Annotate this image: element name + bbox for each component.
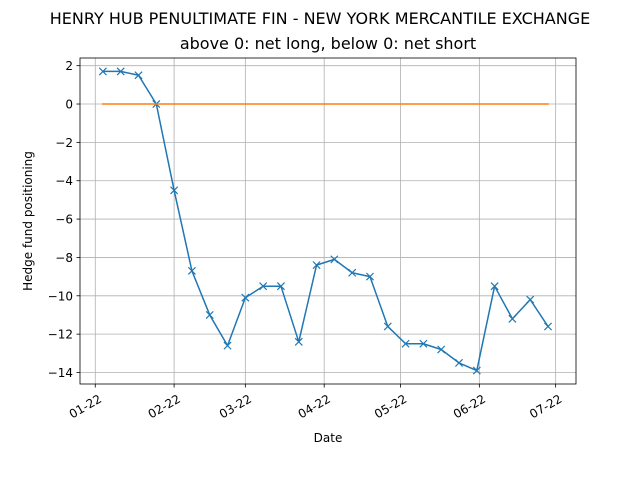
chart-title: HENRY HUB PENULTIMATE FIN - NEW YORK MER… <box>50 9 590 28</box>
data-point <box>134 71 143 80</box>
data-point <box>116 67 125 76</box>
data-point <box>383 322 392 331</box>
data-point <box>437 345 446 354</box>
data-point <box>543 322 553 331</box>
series-line-1 <box>102 70 550 372</box>
y-tick-label: −14 <box>48 366 73 380</box>
x-tick-label: 02-22 <box>146 392 183 422</box>
y-tick-label: −12 <box>48 328 73 342</box>
data-point <box>365 272 374 281</box>
data-point <box>508 314 517 323</box>
y-axis-label: Hedge fund positioning <box>21 151 35 291</box>
plot-frame <box>79 57 577 385</box>
x-tick-label: 04-22 <box>296 392 333 422</box>
data-point <box>472 366 481 375</box>
data-point <box>454 358 464 367</box>
data-point <box>348 268 357 277</box>
data-point <box>401 339 410 348</box>
data-point <box>259 282 268 291</box>
x-tick-label: 07-22 <box>527 392 564 422</box>
data-point <box>526 295 535 304</box>
data-point <box>312 261 321 270</box>
x-tick-label: 01-22 <box>67 392 104 422</box>
chart-subtitle: above 0: net long, below 0: net short <box>180 34 476 53</box>
data-point <box>98 67 107 76</box>
data-point <box>187 266 196 275</box>
data-point <box>223 341 232 350</box>
y-tick-label: −6 <box>55 213 73 227</box>
x-tick-label: 03-22 <box>217 392 254 422</box>
data-point <box>241 293 250 302</box>
data-point <box>276 282 285 291</box>
x-tick-label: 05-22 <box>372 392 409 422</box>
x-tick-label: 06-22 <box>451 392 488 422</box>
series-layer <box>98 67 553 375</box>
y-tick-label: 2 <box>65 59 73 73</box>
data-point <box>490 282 499 291</box>
x-axis-label: Date <box>314 431 343 445</box>
y-tick-label: −8 <box>55 251 73 265</box>
data-point <box>170 186 179 195</box>
data-point <box>205 310 214 319</box>
y-tick-label: 0 <box>65 98 73 112</box>
grid <box>80 58 576 384</box>
axis-ticks: 01-22 02-22 03-22 04-22 05-22 06-22 07-22 2 0 −2 −… <box>48 59 565 421</box>
data-point <box>294 337 303 346</box>
y-tick-label: −10 <box>48 289 73 303</box>
y-tick-label: −2 <box>55 136 73 150</box>
data-point <box>330 255 339 264</box>
y-tick-label: −4 <box>55 174 73 188</box>
data-point <box>419 339 428 348</box>
